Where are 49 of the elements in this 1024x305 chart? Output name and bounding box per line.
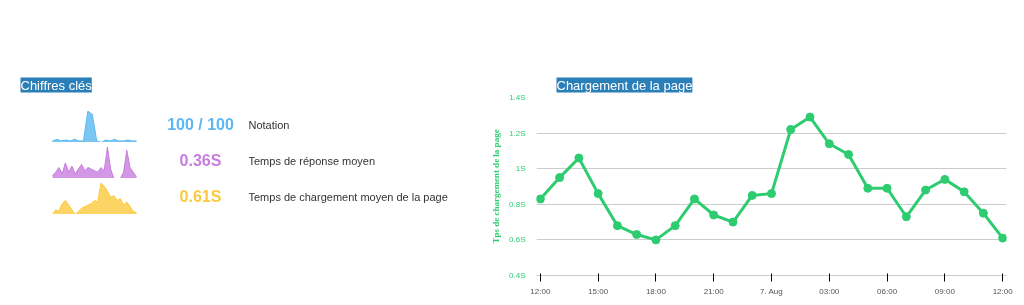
- x-tick-label: 03:00: [819, 286, 840, 296]
- point: [536, 194, 545, 204]
- point: [940, 174, 950, 184]
- chart-title: Chargement de la page: [556, 77, 693, 93]
- point: [574, 153, 584, 163]
- y-tick-label: 1.4S: [509, 93, 526, 102]
- point: [728, 217, 738, 227]
- x-tick-label: 7. Aug: [759, 286, 783, 296]
- text: 0.36S: [179, 151, 222, 169]
- x-tick-label: 09:00: [934, 286, 956, 296]
- point: [805, 112, 815, 122]
- x-tick-label: 06:00: [877, 286, 898, 296]
- y-tick-label: 0.4S: [509, 271, 526, 280]
- x-tick-label: 21:00: [703, 286, 725, 296]
- point: [998, 233, 1007, 243]
- y-tick-label: 1.2S: [509, 128, 526, 138]
- x-tick-label: 12:00: [992, 286, 1014, 296]
- text: Chiffres clés: [20, 77, 93, 93]
- y-tick-label: 1S: [515, 164, 526, 174]
- text: Notation: [248, 118, 290, 131]
- point: [612, 221, 622, 231]
- point: [901, 212, 911, 222]
- x-tick-label: 12:00: [530, 286, 551, 296]
- point: [593, 189, 603, 199]
- point: [882, 183, 892, 193]
- point: [786, 125, 796, 135]
- text: Temps de chargement moyen de la page: [248, 190, 448, 203]
- text: 100 / 100: [167, 115, 234, 133]
- point: [670, 221, 680, 231]
- point: [632, 230, 642, 240]
- y-axis-title: Tps de chargement de la page: [491, 129, 502, 244]
- point: [709, 210, 719, 220]
- point: [651, 235, 661, 245]
- x-tick-label: 15:00: [588, 286, 609, 296]
- text: Temps de réponse moyen: [248, 154, 376, 167]
- y-tick-label: 0.8S: [509, 199, 526, 209]
- point: [978, 208, 988, 218]
- x-tick-label: 18:00: [645, 286, 667, 296]
- point: [824, 139, 834, 149]
- point: [844, 149, 854, 159]
- point: [767, 189, 776, 199]
- point: [747, 190, 757, 200]
- point: [863, 183, 873, 193]
- point: [959, 187, 969, 197]
- y-tick-label: 0.6S: [509, 235, 526, 245]
- point: [921, 185, 931, 195]
- point: [689, 194, 699, 204]
- text: 0.61S: [179, 187, 222, 205]
- point: [555, 173, 565, 183]
